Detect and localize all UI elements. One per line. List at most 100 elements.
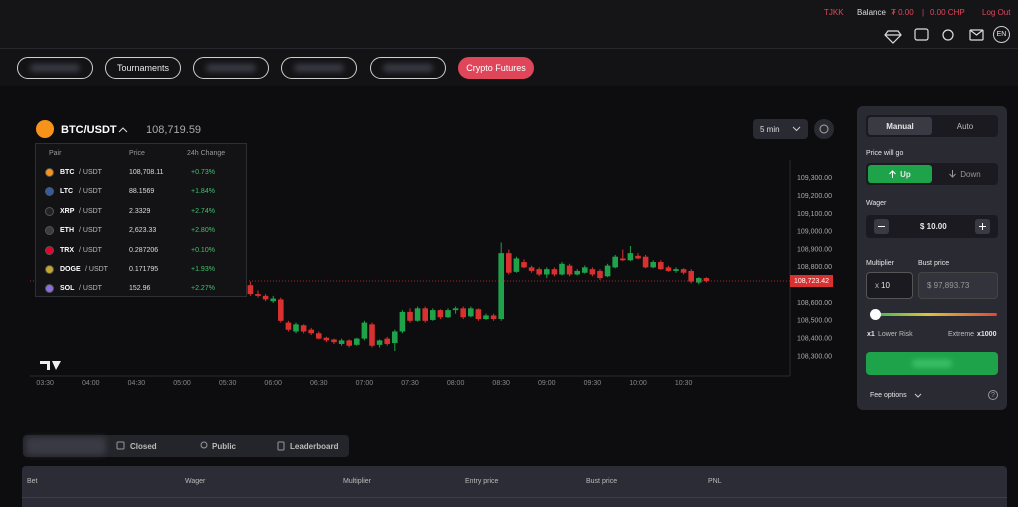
help: ?	[991, 391, 995, 399]
y-tick-label: 108,300.00	[797, 353, 832, 360]
current-price: 108,719.59	[146, 124, 201, 136]
place-bet-button[interactable]	[866, 352, 998, 375]
pair-base: TRX	[60, 246, 74, 254]
pair-quote: USDT	[88, 266, 108, 273]
pair-sep: /	[79, 246, 81, 254]
risk-max-label: Extreme	[948, 331, 975, 338]
x-tick-label: 04:00	[82, 380, 100, 387]
nav-tab[interactable]	[370, 57, 446, 79]
up-arrow	[889, 170, 897, 178]
mail-flap	[969, 29, 984, 36]
candle-body	[604, 265, 611, 277]
btc-icon	[36, 120, 54, 138]
nav-tab[interactable]	[193, 57, 269, 79]
candle-body	[414, 308, 421, 321]
pair-change: +1.93%	[191, 266, 215, 273]
down-button[interactable]: Down	[934, 165, 996, 183]
risk-slider[interactable]	[871, 313, 997, 316]
mail-icon[interactable]	[969, 29, 984, 41]
wallet-icon[interactable]	[914, 28, 929, 41]
candle-body	[293, 324, 299, 332]
pair-name[interactable]: BTC/USDT	[61, 124, 117, 136]
wager-minus[interactable]	[874, 219, 889, 234]
y-tick-label: 109,300.00	[797, 175, 832, 182]
pair-row[interactable]: SOL / USDT 152.96 +2.27%	[36, 281, 246, 297]
pairs-header: 24h Change	[187, 150, 226, 157]
interval-select[interactable]	[753, 119, 808, 139]
bets-tab[interactable]: Closed	[130, 442, 157, 451]
x-tick-label: 05:00	[173, 380, 191, 387]
pair-row[interactable]: TRX / USDT 0.287206 +0.10%	[36, 243, 246, 259]
pair-row[interactable]: ETH / USDT 2,623.33 +2.80%	[36, 223, 246, 239]
x-tick-label: 08:00	[447, 380, 465, 387]
bets-header: Entry price	[465, 478, 499, 485]
user[interactable]: TJKK	[824, 8, 844, 17]
candle-body	[285, 322, 292, 330]
blurred-label	[30, 64, 80, 72]
multiplier-input[interactable]: x 10	[866, 272, 913, 299]
settings-icon[interactable]	[942, 29, 954, 41]
diamond-icon[interactable]	[884, 30, 902, 44]
candle-body	[665, 267, 672, 271]
candle-body	[316, 333, 322, 339]
x-tick-label: 10:30	[675, 380, 693, 387]
candle-body	[627, 253, 634, 261]
lang-button[interactable]: EN	[993, 26, 1010, 43]
x-tick-label: 09:00	[538, 380, 556, 387]
pair-quote: USDT	[82, 285, 102, 293]
candle-body	[308, 329, 314, 334]
pair-row[interactable]: DOGE / USDT 0.171795 +1.93%	[36, 262, 246, 278]
pairs-header: Price	[129, 150, 145, 157]
pair-price: 88.1569	[129, 188, 155, 196]
nav-tab-label: Crypto Futures	[466, 63, 526, 73]
mode-tab-active[interactable]: Manual	[868, 117, 932, 135]
candle-body	[422, 308, 428, 321]
candle-body	[460, 308, 466, 318]
bets-tab[interactable]: Public	[212, 442, 237, 451]
pair-row[interactable]: LTC / USDT 88.1569 +1.84%	[36, 184, 246, 200]
mode-tab[interactable]: Auto	[934, 117, 996, 135]
nav-tab[interactable]: Tournaments	[105, 57, 181, 79]
x-tick-label: 06:30	[310, 380, 328, 387]
x-tick-label: 09:30	[584, 380, 602, 387]
risk-knob[interactable]	[870, 309, 881, 320]
candle-body	[384, 338, 390, 344]
pair-base: ETH	[60, 227, 74, 235]
fee-chevron	[914, 393, 922, 398]
y-tick-label: 109,000.00	[797, 229, 832, 236]
pair-quote-group: / USDT	[85, 266, 108, 273]
nav-tab[interactable]	[17, 57, 93, 79]
nav-tab[interactable]	[281, 57, 357, 79]
candle-body	[536, 269, 542, 275]
wager-plus[interactable]	[975, 219, 990, 234]
wager-input[interactable]	[866, 215, 998, 238]
bets-tab[interactable]: Leaderboard	[290, 442, 339, 451]
pair-row[interactable]: XRP / USDT 2.3329 +2.74%	[36, 204, 246, 220]
mode-tab-label: Manual	[886, 121, 914, 131]
pair-price: 108,708.11	[129, 169, 164, 176]
tradingview-logo	[40, 361, 61, 370]
lang: EN	[996, 31, 1007, 38]
pair-icon	[45, 168, 54, 177]
up-button[interactable]: Up	[868, 165, 932, 183]
logout[interactable]: Log Out	[982, 8, 1011, 17]
nav-tab-label: Tournaments	[116, 63, 170, 73]
pair-price: 2,623.33	[129, 227, 157, 235]
fee-options[interactable]: Fee options	[870, 392, 907, 399]
header	[0, 0, 1018, 49]
pair-base: SOL	[60, 285, 75, 293]
candle-body	[399, 311, 406, 332]
pair-icon	[45, 245, 54, 255]
pair-quote-group: / USDT	[79, 169, 102, 176]
help-button[interactable]: ?	[988, 390, 998, 400]
chart: BTC/USDT 108,719.59 5 min 109,300.00109,…	[30, 119, 834, 387]
candle-body	[658, 262, 664, 270]
pair-chevron[interactable]	[118, 127, 128, 133]
nav-tab-active[interactable]: Crypto Futures	[458, 57, 534, 79]
blurred-tab[interactable]	[26, 437, 106, 455]
pair-row[interactable]: BTC / USDT 108,708.11 +0.73%	[36, 165, 246, 181]
separator: |	[922, 8, 925, 17]
bets-header: Wager	[185, 478, 206, 485]
pair-quote: USDT	[82, 227, 102, 235]
chart-settings[interactable]	[814, 119, 834, 139]
